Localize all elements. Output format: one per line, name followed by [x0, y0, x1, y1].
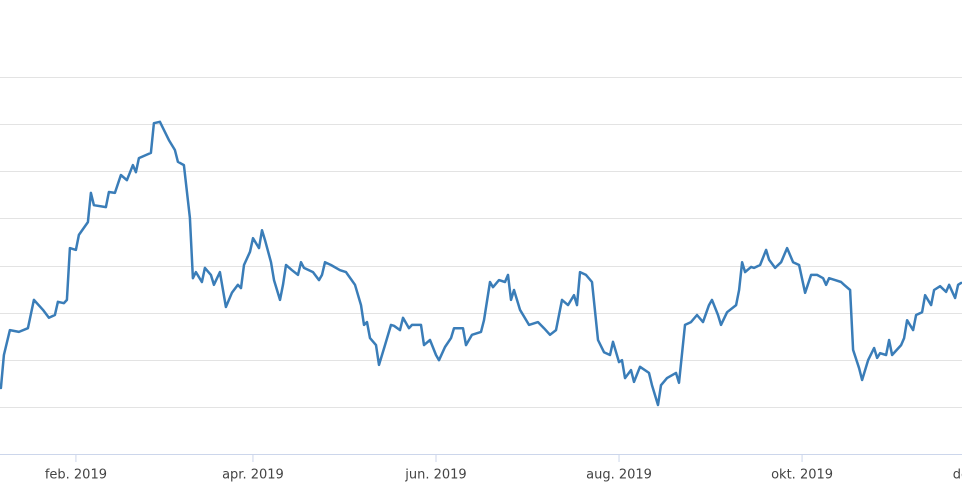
x-tick-label: okt. 2019 [771, 468, 833, 483]
x-tick-label: apr. 2019 [222, 468, 284, 483]
x-tick-label: jun. 2019 [404, 468, 466, 483]
data-line [0, 120, 962, 407]
x-tick-label: aug. 2019 [586, 468, 652, 483]
x-tick-label: dec. 2019 [953, 468, 962, 483]
x-tick-label: feb. 2019 [45, 468, 107, 483]
